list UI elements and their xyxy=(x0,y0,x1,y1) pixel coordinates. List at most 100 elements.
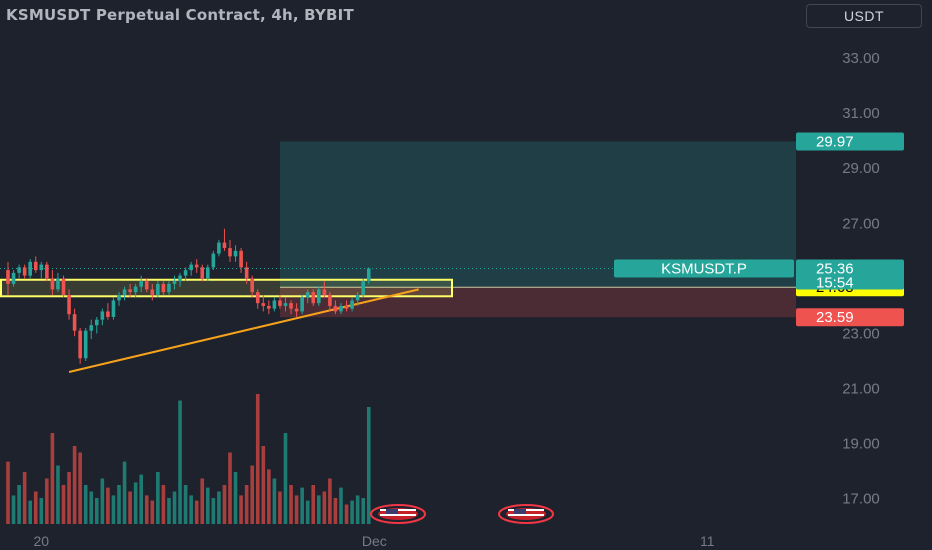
candle-body xyxy=(78,330,82,359)
candle-body xyxy=(156,283,160,295)
volume-bar xyxy=(83,485,88,524)
volume-bar xyxy=(194,500,199,524)
volume-bar xyxy=(261,446,266,524)
volume-bar xyxy=(6,461,10,524)
flag-canton-icon xyxy=(514,509,526,514)
volume-bar xyxy=(255,394,260,524)
volume-bar xyxy=(300,487,304,524)
volume-bar xyxy=(283,433,288,524)
volume-bar xyxy=(100,478,105,524)
volume-bar xyxy=(189,495,193,524)
volume-bar xyxy=(61,485,66,524)
volume-bar xyxy=(344,504,349,524)
event-flags xyxy=(370,504,554,524)
volume-bar xyxy=(206,487,210,524)
candle-body xyxy=(355,294,360,301)
candle-body xyxy=(139,281,143,287)
candle-body xyxy=(83,330,88,359)
candle-body xyxy=(189,264,193,271)
volume-bar xyxy=(294,495,299,524)
volume-bar xyxy=(28,500,32,524)
candle-body xyxy=(211,253,216,268)
candle-body xyxy=(6,270,10,284)
volume-bar xyxy=(56,465,60,524)
volume-bar xyxy=(228,452,232,524)
candle-body xyxy=(200,267,205,279)
volume-bar xyxy=(45,478,49,524)
target-price-label-bg xyxy=(796,132,904,151)
volume-bar xyxy=(366,407,371,524)
current-price-bg xyxy=(796,259,904,290)
candle-body xyxy=(239,250,243,268)
y-tick-label: 31.00 xyxy=(842,105,880,122)
volume-bar xyxy=(111,495,116,524)
y-tick-label: 27.00 xyxy=(842,215,880,232)
volume-bar xyxy=(78,452,82,524)
volume-bar xyxy=(244,485,249,524)
candle-body xyxy=(255,292,260,304)
candle-body xyxy=(300,297,304,312)
volume-bar xyxy=(133,482,138,524)
volume-bar xyxy=(89,491,94,524)
volume-bar xyxy=(50,433,55,524)
candle-body xyxy=(17,267,21,273)
flag-canton-icon xyxy=(386,509,398,514)
target-price-label: 29.97 xyxy=(816,134,854,151)
y-tick-label: 29.00 xyxy=(842,160,880,177)
candle-body xyxy=(28,261,32,276)
candle-body xyxy=(261,303,266,306)
volume-bar xyxy=(200,478,205,524)
current-price-label: 25.36 xyxy=(816,260,854,277)
support-zone xyxy=(0,267,806,298)
volume-bar xyxy=(22,472,27,524)
candle-body xyxy=(111,300,116,317)
volume-bar xyxy=(150,500,155,524)
candle-body xyxy=(11,272,16,284)
candle-body xyxy=(244,267,249,279)
candle-body xyxy=(39,264,44,271)
volume-bar xyxy=(122,461,127,524)
volume-bar xyxy=(106,487,110,524)
candle-body xyxy=(95,319,99,326)
currency-button[interactable]: USDT xyxy=(806,4,922,28)
volume-bar xyxy=(144,495,149,524)
candle-body xyxy=(56,278,60,290)
volume-bar xyxy=(355,495,360,524)
candle-body xyxy=(272,300,277,309)
x-tick-label: 11 xyxy=(700,533,715,549)
volume-bar xyxy=(161,485,166,524)
candle-body xyxy=(150,289,155,295)
y-tick-label: 33.00 xyxy=(842,50,880,67)
y-tick-label: 21.00 xyxy=(842,381,880,398)
volume-bar xyxy=(17,485,21,524)
volume-bar xyxy=(361,498,365,524)
candle-body xyxy=(72,314,77,331)
candle-body xyxy=(217,242,221,254)
candle-body xyxy=(361,281,365,295)
candle-body xyxy=(328,294,332,306)
candles xyxy=(6,228,371,364)
candle-body xyxy=(267,305,271,309)
candle-body xyxy=(178,275,182,282)
candle-body xyxy=(89,325,94,331)
candle-body xyxy=(366,268,371,282)
flag-stripe-icon xyxy=(380,514,416,516)
volume-bar xyxy=(178,400,182,524)
candle-body xyxy=(167,283,171,293)
volume-bar xyxy=(233,472,238,524)
volume-bar xyxy=(222,485,227,524)
candle-body xyxy=(194,264,199,268)
volume-bar xyxy=(239,495,243,524)
volume-bar xyxy=(305,500,310,524)
candle-body xyxy=(278,300,282,306)
candle-body xyxy=(122,289,127,295)
x-tick-label: 20 xyxy=(34,533,50,549)
symbol-tag-bg xyxy=(614,259,794,278)
volume-bar xyxy=(278,491,282,524)
volume-bar xyxy=(11,495,16,524)
candle-body xyxy=(33,261,38,271)
volume-bar xyxy=(67,472,71,524)
volume-bar xyxy=(139,474,143,524)
